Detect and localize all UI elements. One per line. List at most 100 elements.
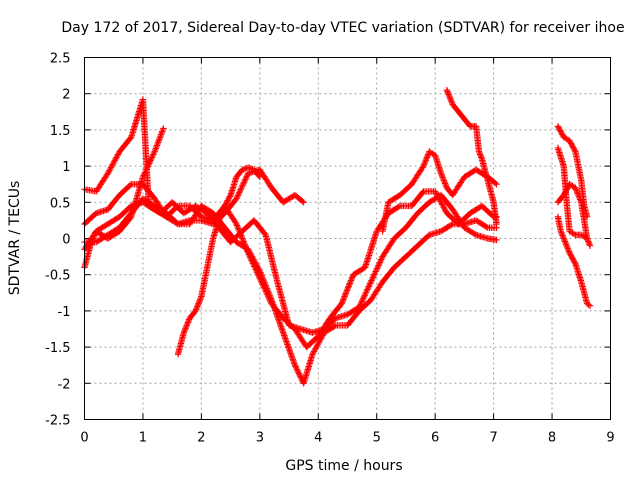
y-tick-label: 0.5 xyxy=(50,196,71,211)
data-point xyxy=(582,234,589,241)
data-point xyxy=(435,195,443,202)
data-point xyxy=(369,275,376,283)
data-point xyxy=(348,274,356,281)
data-point xyxy=(478,154,485,161)
data-point xyxy=(193,304,200,312)
data-point xyxy=(235,191,242,198)
x-tick-label: 3 xyxy=(256,431,264,446)
data-point xyxy=(113,154,120,161)
data-point xyxy=(565,246,572,254)
data-point xyxy=(423,155,430,163)
y-axis-label: SDTVAR / TECUs xyxy=(7,181,23,296)
data-point xyxy=(570,257,578,265)
data-point xyxy=(127,135,134,142)
data-point xyxy=(233,222,241,229)
data-point xyxy=(477,152,484,160)
data-point xyxy=(585,238,592,245)
data-point xyxy=(372,268,379,275)
data-point xyxy=(438,171,445,178)
data-point xyxy=(194,301,202,309)
data-point xyxy=(368,277,375,284)
axis-ticks xyxy=(84,57,611,420)
data-point xyxy=(291,362,299,369)
data-point xyxy=(559,233,567,241)
data-point xyxy=(147,155,155,163)
data-point xyxy=(569,142,576,150)
data-point xyxy=(441,180,449,187)
data-point xyxy=(570,145,578,153)
data-point xyxy=(561,236,568,244)
data-point xyxy=(254,270,261,278)
data-point xyxy=(114,151,122,158)
data-point xyxy=(242,174,250,182)
data-point xyxy=(559,232,566,239)
x-tick-labels: 0 1 2 3 4 5 6 7 8 9 xyxy=(80,431,614,446)
data-point xyxy=(104,170,112,177)
data-point xyxy=(435,194,442,201)
data-point xyxy=(438,199,445,207)
y-tick-label: 0 xyxy=(62,233,70,248)
data-point xyxy=(261,285,268,292)
data-point xyxy=(345,283,352,290)
data-point xyxy=(140,172,147,179)
data-point xyxy=(344,285,351,293)
data-point xyxy=(358,299,365,307)
data-point xyxy=(567,138,574,146)
data-point xyxy=(157,132,164,140)
data-point xyxy=(555,124,562,131)
data-point xyxy=(419,164,426,171)
data-point xyxy=(295,368,302,376)
data-point xyxy=(258,278,265,285)
data-point xyxy=(215,217,223,224)
data-point xyxy=(572,186,580,193)
data-point xyxy=(139,173,147,181)
data-point xyxy=(225,195,232,203)
data-point xyxy=(359,296,366,304)
data-point xyxy=(195,300,202,307)
data-point xyxy=(374,263,381,271)
data-point xyxy=(248,257,255,264)
data-point xyxy=(262,288,270,295)
data-point xyxy=(153,143,160,151)
data-point xyxy=(109,161,116,168)
data-point xyxy=(576,196,584,203)
data-point xyxy=(557,128,565,135)
x-tick-label: 9 xyxy=(606,431,614,446)
data-point xyxy=(439,202,447,210)
data-point xyxy=(238,185,245,192)
data-point xyxy=(264,291,271,298)
x-tick-label: 0 xyxy=(80,431,88,446)
y-tick-label: 2.5 xyxy=(50,52,71,67)
y-tick-label: 1.5 xyxy=(50,124,71,139)
data-point xyxy=(563,242,570,249)
data-point xyxy=(148,154,156,161)
data-point xyxy=(309,351,316,358)
data-point xyxy=(377,256,385,263)
data-point xyxy=(448,98,455,105)
data-point xyxy=(150,151,157,158)
data-point xyxy=(432,189,440,197)
data-point xyxy=(437,170,445,177)
data-point xyxy=(358,298,366,305)
data-point xyxy=(586,242,594,249)
data-point xyxy=(364,286,371,293)
data-point xyxy=(194,303,201,310)
data-point xyxy=(154,139,162,146)
data-point xyxy=(192,306,200,313)
data-point xyxy=(440,204,447,211)
data-point xyxy=(147,157,154,164)
data-point xyxy=(220,204,228,211)
data-point xyxy=(247,254,254,261)
data-point xyxy=(145,160,153,167)
data-point xyxy=(234,223,241,231)
data-point xyxy=(493,220,500,228)
data-point xyxy=(423,154,431,161)
data-point xyxy=(558,229,565,236)
data-point xyxy=(235,225,242,232)
data-point xyxy=(197,296,204,303)
data-point xyxy=(241,241,248,248)
data-point xyxy=(158,129,165,137)
data-point xyxy=(447,95,454,102)
data-point xyxy=(255,272,262,279)
data-point xyxy=(420,162,427,170)
